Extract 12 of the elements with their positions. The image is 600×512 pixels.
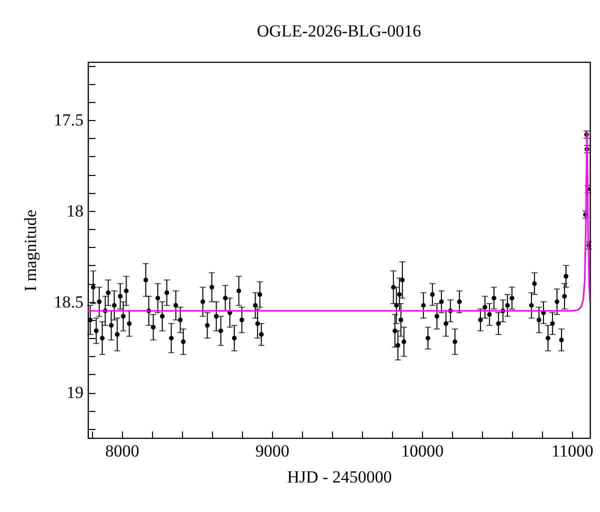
x-tick-label: 11000 — [552, 442, 594, 460]
y-tick-label: 18.5 — [54, 292, 84, 312]
chart-title: OGLE-2026-BLG-0016 — [256, 22, 422, 41]
y-tick-label: 19 — [66, 383, 84, 402]
y-tick-label: 18 — [66, 201, 84, 220]
line-series — [88, 132, 590, 312]
x-tick-label: 8000 — [105, 442, 140, 460]
x-axis-title: HJD - 2450000 — [287, 468, 392, 486]
x-tick-label: 10000 — [401, 442, 444, 460]
y-tick-label: 17.5 — [54, 110, 84, 130]
x-tick-label: 9000 — [255, 442, 290, 460]
y-axis-title: I magnitude — [20, 210, 40, 292]
